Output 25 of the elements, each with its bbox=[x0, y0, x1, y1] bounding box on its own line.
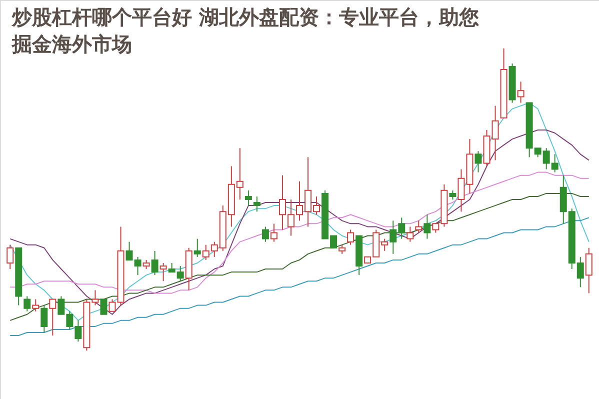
candlestick bbox=[24, 296, 31, 312]
candlestick bbox=[474, 150, 482, 173]
candlestick bbox=[244, 190, 252, 206]
candlestick bbox=[194, 238, 201, 258]
candlestick bbox=[108, 298, 116, 312]
candlestick bbox=[270, 223, 278, 242]
candlestick bbox=[32, 298, 40, 312]
candlestick bbox=[424, 214, 431, 240]
candlestick bbox=[347, 229, 354, 246]
candlestick bbox=[40, 304, 48, 333]
candlestick bbox=[338, 244, 346, 254]
candlestick bbox=[6, 244, 14, 270]
candlestick bbox=[49, 298, 56, 336]
candlestick bbox=[415, 220, 422, 234]
candlestick bbox=[449, 190, 456, 200]
candlestick bbox=[142, 259, 150, 270]
candlestick bbox=[100, 298, 108, 315]
candlestick bbox=[585, 247, 592, 294]
candlestick bbox=[517, 81, 524, 104]
candlestick bbox=[406, 226, 414, 242]
chart-title: 炒股杠杆哪个平台好 湖北外盘配资：专业平台，助您掘金海外市场 bbox=[11, 5, 479, 56]
candlestick bbox=[151, 250, 158, 276]
candlestick bbox=[262, 226, 269, 242]
candlestick bbox=[160, 262, 167, 282]
candlestick bbox=[253, 196, 260, 212]
